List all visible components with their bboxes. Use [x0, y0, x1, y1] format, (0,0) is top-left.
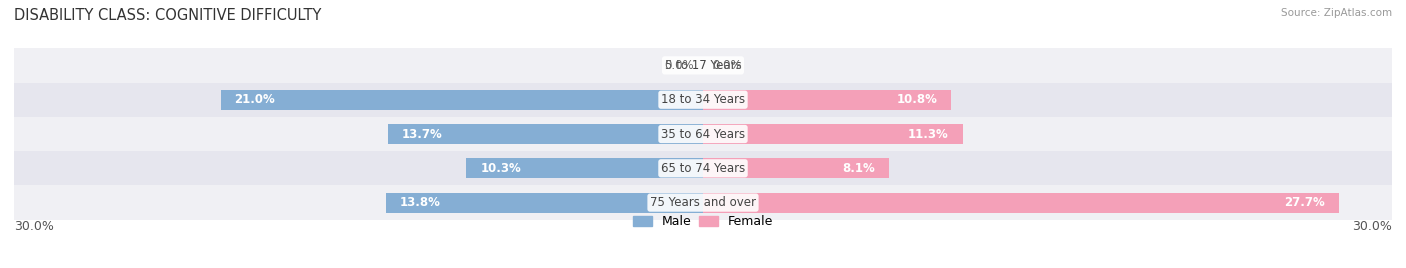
Bar [14, 151, 1392, 185]
Bar [703, 90, 950, 110]
Text: 30.0%: 30.0% [1353, 220, 1392, 233]
Bar [703, 158, 889, 178]
Bar [703, 193, 1339, 213]
Bar [14, 48, 1392, 83]
Text: 18 to 34 Years: 18 to 34 Years [661, 93, 745, 106]
Text: 8.1%: 8.1% [842, 162, 875, 175]
Text: 0.0%: 0.0% [713, 59, 742, 72]
Bar [221, 90, 703, 110]
Text: 75 Years and over: 75 Years and over [650, 196, 756, 209]
Text: 10.3%: 10.3% [481, 162, 522, 175]
Bar [387, 193, 703, 213]
Text: 30.0%: 30.0% [14, 220, 53, 233]
Text: 35 to 64 Years: 35 to 64 Years [661, 128, 745, 140]
Text: 10.8%: 10.8% [897, 93, 938, 106]
Bar [14, 117, 1392, 151]
Text: DISABILITY CLASS: COGNITIVE DIFFICULTY: DISABILITY CLASS: COGNITIVE DIFFICULTY [14, 8, 322, 23]
Legend: Male, Female: Male, Female [628, 210, 778, 233]
Bar [467, 158, 703, 178]
Text: 11.3%: 11.3% [908, 128, 949, 140]
Text: 21.0%: 21.0% [235, 93, 276, 106]
Bar [703, 124, 963, 144]
Text: 5 to 17 Years: 5 to 17 Years [665, 59, 741, 72]
Text: 0.0%: 0.0% [664, 59, 693, 72]
Text: Source: ZipAtlas.com: Source: ZipAtlas.com [1281, 8, 1392, 18]
Text: 27.7%: 27.7% [1285, 196, 1326, 209]
Text: 65 to 74 Years: 65 to 74 Years [661, 162, 745, 175]
Bar [14, 185, 1392, 220]
Text: 13.8%: 13.8% [399, 196, 440, 209]
Bar [388, 124, 703, 144]
Bar [14, 83, 1392, 117]
Text: 13.7%: 13.7% [402, 128, 443, 140]
